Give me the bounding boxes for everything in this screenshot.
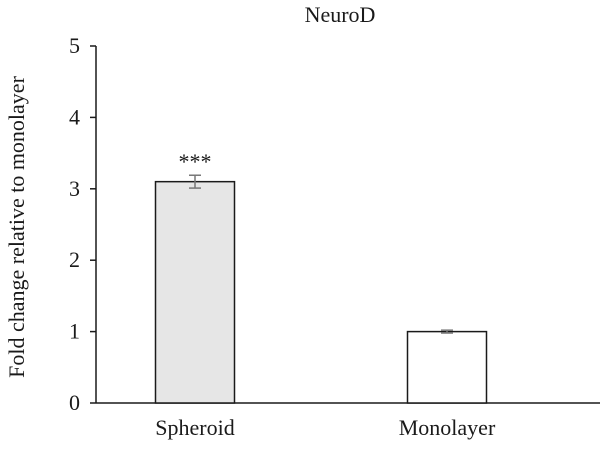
x-axis-tick-labels: Spheroid Monolayer (155, 415, 496, 440)
bar-spheroid (154, 180, 236, 404)
bars-group: *** (154, 149, 488, 404)
y-tick-label-0: 0 (69, 390, 80, 415)
bar-monolayer (406, 330, 488, 404)
significance-label-spheroid: *** (179, 149, 212, 174)
y-axis-ticks: 0 1 2 3 4 5 (69, 33, 96, 415)
x-tick-label-monolayer: Monolayer (399, 415, 496, 440)
y-tick-label-2: 2 (69, 247, 80, 272)
y-axis-label: Fold change relative to monolayer (4, 75, 29, 377)
y-tick-label-5: 5 (69, 33, 80, 58)
x-tick-label-spheroid: Spheroid (155, 415, 234, 440)
y-tick-label-3: 3 (69, 176, 80, 201)
y-tick-label-4: 4 (69, 104, 80, 129)
y-tick-label-1: 1 (69, 319, 80, 344)
chart-title: NeuroD (305, 2, 376, 27)
